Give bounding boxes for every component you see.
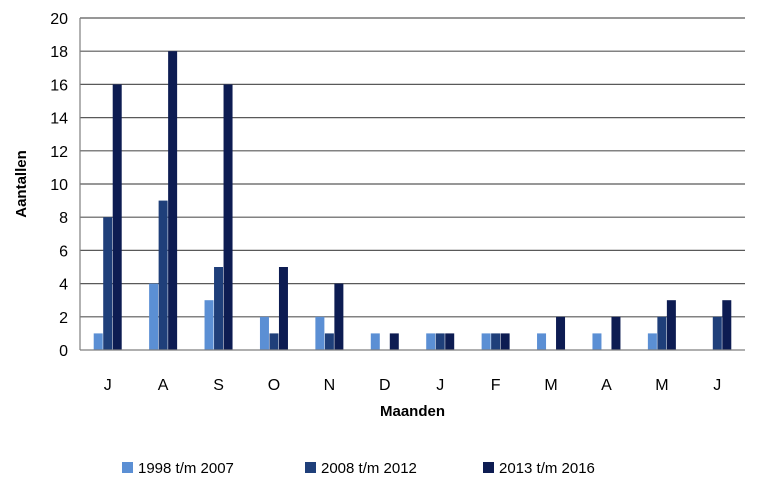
x-tick-label: O (268, 377, 280, 394)
y-tick-label: 10 (50, 177, 68, 194)
axes: 0 2 4 6 8 10 12 14 16 18 20 J A S O N D J F M A M J (50, 11, 745, 394)
y-tick-label: 20 (50, 11, 68, 28)
bar-1-1 (93, 333, 103, 350)
x-tick-label: D (379, 377, 391, 394)
y-tick-label: 2 (59, 310, 68, 327)
bar-2-12 (712, 316, 722, 350)
legend-label-3: 2013 t/m 2016 (499, 460, 595, 477)
legend-label-1: 1998 t/m 2007 (138, 460, 234, 477)
bar-2-4 (269, 333, 279, 350)
bar-1-3 (204, 300, 214, 350)
legend: 1998 t/m 2007 2008 t/m 2012 2013 t/m 2016 (122, 460, 595, 477)
bar-2-7 (435, 333, 445, 350)
legend-swatch-1 (122, 462, 133, 473)
x-tick-label: A (601, 377, 612, 394)
bar-3-7 (445, 333, 455, 350)
bar-3-3 (223, 84, 233, 351)
bar-3-5 (334, 283, 344, 350)
x-tick-label: F (491, 377, 501, 394)
bar-3-12 (722, 300, 732, 350)
bar-1-4 (259, 316, 269, 350)
x-tick-label: J (713, 377, 721, 394)
bar-3-1 (112, 84, 122, 351)
bar-2-3 (214, 267, 224, 350)
x-axis-title: Maanden (380, 403, 445, 420)
bar-1-6 (370, 333, 380, 350)
bar-1-11 (647, 333, 657, 350)
bar-2-1 (103, 217, 113, 350)
y-axis-title: Aantallen (13, 150, 30, 218)
bar-1-5 (315, 316, 325, 350)
legend-swatch-3 (483, 462, 494, 473)
gridlines (80, 17, 745, 318)
bar-2-2 (158, 200, 168, 350)
bar-1-7 (426, 333, 436, 350)
bar-3-6 (389, 333, 399, 350)
bar-1-9 (537, 333, 547, 350)
x-tick-label: J (104, 377, 112, 394)
y-tick-label: 12 (50, 144, 68, 161)
bar-2-5 (324, 333, 334, 350)
bar-1-8 (481, 333, 491, 350)
y-tick-label: 14 (50, 111, 68, 128)
y-tick-label: 16 (50, 77, 68, 94)
bar-2-11 (657, 316, 667, 350)
x-tick-label: J (436, 377, 444, 394)
y-tick-label: 8 (59, 210, 68, 227)
y-tick-label: 6 (59, 243, 68, 260)
x-tick-label: M (655, 377, 668, 394)
y-tick-label: 4 (59, 277, 68, 294)
bar-3-8 (500, 333, 510, 350)
bar-3-4 (278, 267, 288, 350)
bar-1-2 (149, 283, 159, 350)
x-tick-label: A (158, 377, 169, 394)
legend-label-2: 2008 t/m 2012 (321, 460, 417, 477)
bar-3-9 (556, 316, 566, 350)
bar-3-10 (611, 316, 621, 350)
x-tick-label: N (324, 377, 336, 394)
x-tick-label: M (544, 377, 557, 394)
y-tick-label: 0 (59, 343, 68, 360)
bar-1-10 (592, 333, 602, 350)
bar-3-2 (168, 51, 178, 350)
bar-3-11 (666, 300, 676, 350)
y-tick-label: 18 (50, 44, 68, 61)
x-tick-label: S (213, 377, 224, 394)
legend-swatch-2 (305, 462, 316, 473)
bars (93, 51, 732, 351)
bar-2-8 (491, 333, 501, 350)
